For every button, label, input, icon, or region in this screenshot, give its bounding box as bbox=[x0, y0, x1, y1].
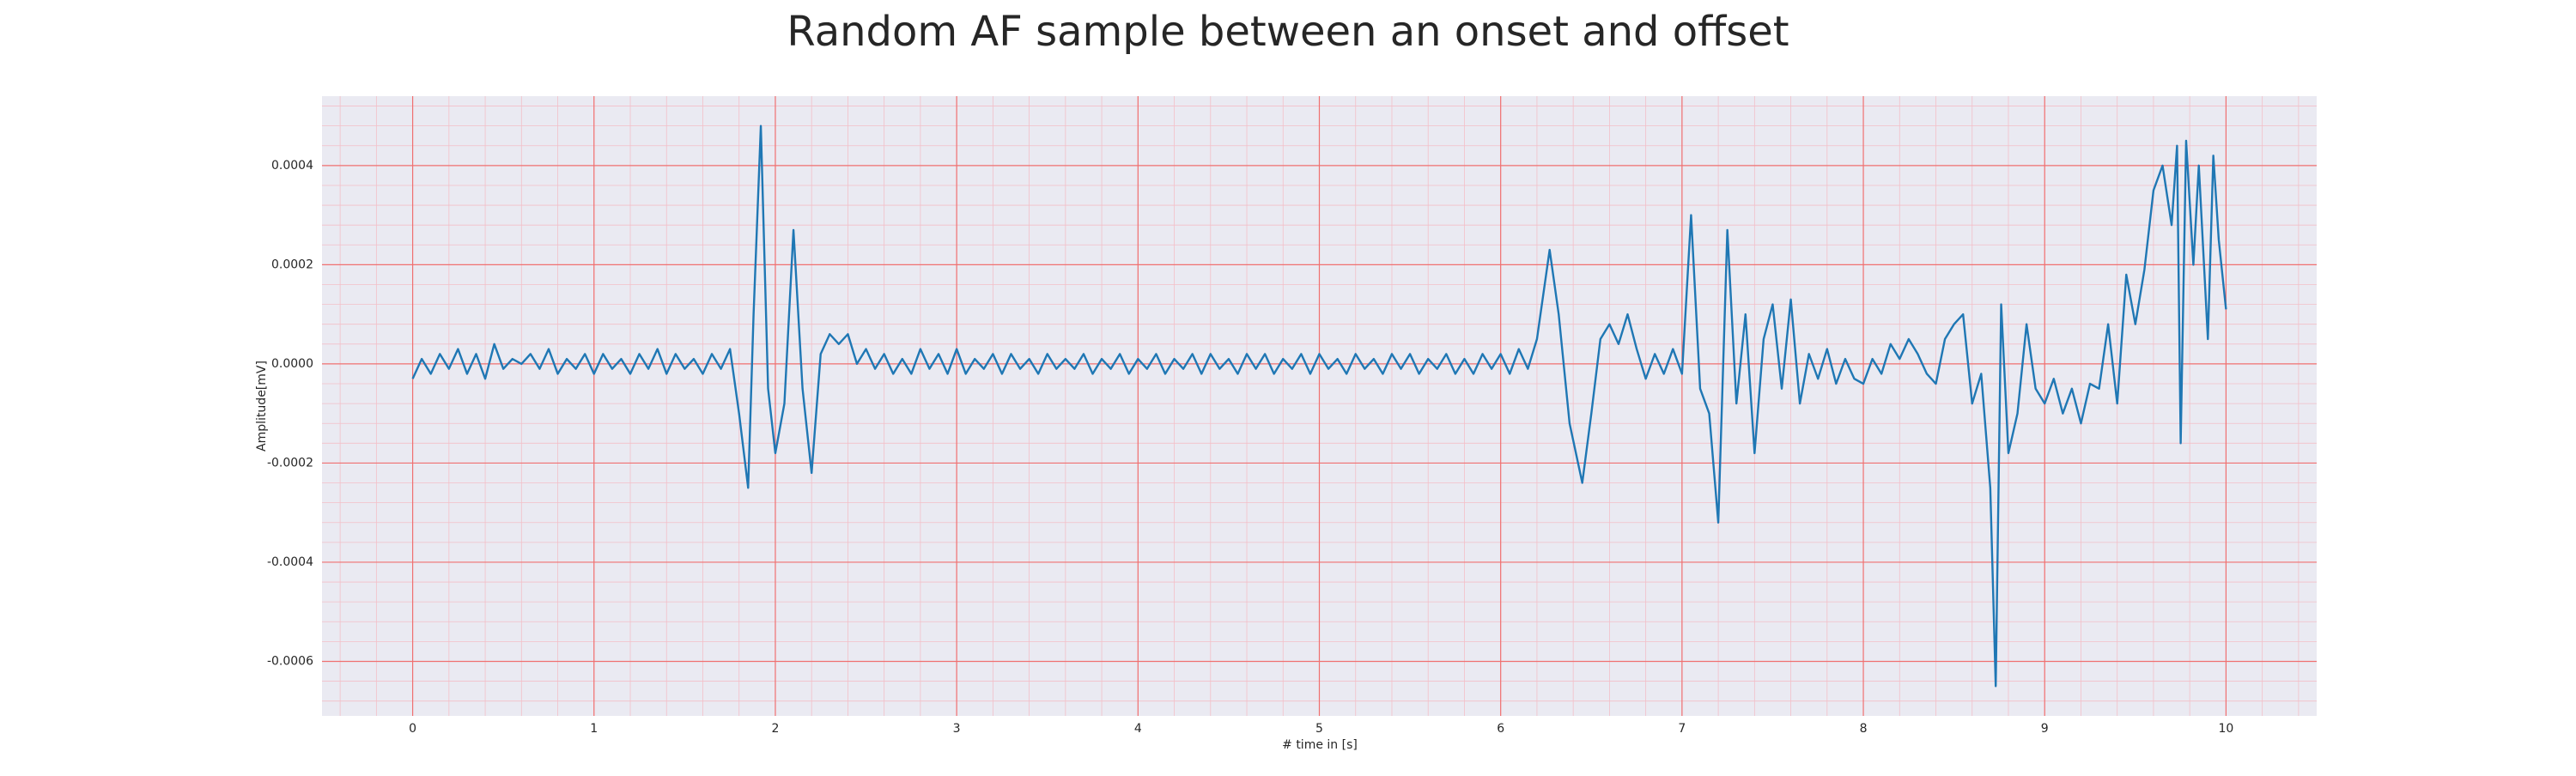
x-tick-label: 8 bbox=[1860, 722, 1868, 736]
x-tick-label: 7 bbox=[1678, 722, 1686, 736]
x-tick-label: 0 bbox=[409, 722, 416, 736]
grid bbox=[322, 96, 2317, 716]
x-tick-label: 9 bbox=[2041, 722, 2049, 736]
x-tick-label: 5 bbox=[1315, 722, 1323, 736]
y-axis-label: Amplitude[mV] bbox=[255, 361, 269, 452]
y-tick-label: 0.0000 bbox=[271, 357, 313, 371]
x-tick-label: 2 bbox=[771, 722, 779, 736]
y-tick-label: -0.0004 bbox=[267, 555, 313, 569]
chart-title: Random AF sample between an onset and of… bbox=[787, 8, 1789, 56]
y-tick-label: -0.0006 bbox=[267, 654, 313, 668]
x-tick-label: 3 bbox=[953, 722, 961, 736]
signal-line bbox=[411, 124, 2227, 688]
x-axis-label: # time in [s] bbox=[1282, 738, 1358, 752]
x-tick-label: 1 bbox=[590, 722, 598, 736]
x-tick-label: 6 bbox=[1497, 722, 1504, 736]
y-tick-label: -0.0002 bbox=[267, 456, 313, 470]
y-tick-label: 0.0002 bbox=[271, 258, 313, 271]
x-tick-label: 10 bbox=[2218, 722, 2233, 736]
y-tick-label: 0.0004 bbox=[271, 159, 313, 173]
x-tick-label: 4 bbox=[1134, 722, 1142, 736]
